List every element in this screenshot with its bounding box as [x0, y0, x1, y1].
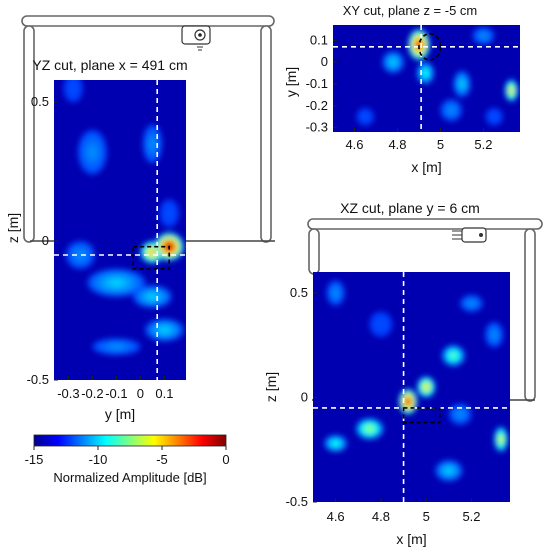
heatmap-blob: [492, 114, 497, 119]
y-axis-label: y [m]: [283, 67, 299, 97]
room-frame-left: [21, 15, 275, 243]
x-tick-label: 4.6: [345, 137, 363, 152]
x-axis-label: y [m]: [105, 406, 135, 422]
heatmap-blob: [469, 301, 474, 306]
y-tick-label: 0.5: [31, 94, 49, 109]
target-box: [402, 407, 441, 424]
heatmap-blob: [406, 399, 411, 405]
x-tick-label: -0.1: [105, 386, 127, 401]
heatmap-blob: [451, 353, 456, 358]
colorbar-gradient: [33, 434, 227, 447]
heatmap-blob: [481, 33, 486, 38]
heatmap-blob: [391, 59, 396, 65]
x-tick-label: 5.2: [462, 509, 480, 524]
target-circle: [418, 32, 442, 61]
y-tick-label: -0.1: [306, 76, 328, 91]
x-tick-label: 4.8: [372, 509, 390, 524]
x-tick-label: 5.2: [474, 137, 492, 152]
heatmap-blob: [446, 468, 452, 473]
heatmap-blob: [378, 321, 384, 327]
x-tick-label: 0.1: [155, 386, 173, 401]
x-axis-label: x [m]: [411, 159, 441, 175]
y-tick-label: -0.5: [27, 372, 49, 387]
heatmap-blob: [459, 81, 464, 87]
y-tick-label: 0: [301, 389, 308, 404]
colorbar-tick-label: -10: [89, 452, 108, 467]
x-tick-label: 5: [423, 509, 430, 524]
heatmap-blob: [498, 436, 503, 442]
camera-icon: [452, 227, 487, 243]
heatmap-blob: [366, 426, 373, 431]
heatmap-blob: [77, 252, 84, 258]
colorbar-tick-label: -5: [156, 452, 168, 467]
y-tick-label: -0.2: [306, 98, 328, 113]
heatmap-blob: [492, 332, 497, 338]
heatmap-blob: [89, 147, 96, 157]
x-tick-label: 0: [137, 386, 144, 401]
heatmap-field: [356, 27, 518, 126]
heatmap-blob: [150, 140, 155, 148]
y-axis-label: z [m]: [263, 372, 279, 402]
heatmap-blob: [71, 85, 76, 92]
heatmap-blob: [333, 441, 338, 446]
heatmap-blob: [423, 70, 428, 76]
yz-cut-plot: YZ cut, plane x = 491 cm -0.3 -0.2 -0.1 0 0.1…: [5, 57, 188, 422]
y-tick-label: 0.5: [290, 285, 308, 300]
room-frame-right: [307, 218, 543, 402]
heatmap-blob: [110, 280, 123, 286]
y-tick-label: 0: [321, 54, 328, 69]
y-tick-label: -0.3: [306, 120, 328, 135]
heatmap-blob: [333, 290, 338, 296]
heatmap-blob: [150, 250, 155, 255]
heatmap-blob: [449, 107, 454, 113]
x-tick-label: 4.6: [327, 509, 345, 524]
camera-icon: [181, 25, 211, 51]
plot-title: XZ cut, plane y = 6 cm: [340, 200, 480, 216]
heatmap-blob: [111, 344, 122, 349]
colorbar: -15 -10 -5 0 Normalized Amplitude [dB]: [25, 434, 230, 485]
heatmap-field: [324, 280, 508, 482]
x-tick-label: 4.8: [388, 137, 406, 152]
heatmap-blob: [509, 88, 514, 93]
colorbar-tick-label: 0: [222, 452, 229, 467]
y-tick-label: -0.5: [286, 494, 308, 509]
heatmap-blob: [148, 294, 157, 299]
y-tick-label: 0: [42, 233, 49, 248]
xy-cut-plot: XY cut, plane z = -5 cm 4.6 4.8 5 5.2 0.1 0 -0.…: [283, 3, 520, 175]
x-axis-label: x [m]: [396, 531, 426, 547]
target-box: [132, 245, 170, 270]
x-tick-label: -0.2: [81, 386, 103, 401]
heatmap-blob: [167, 210, 172, 217]
y-axis-label: z [m]: [5, 213, 21, 243]
y-tick-label: 0.1: [310, 32, 328, 47]
colorbar-tick-label: -15: [25, 452, 44, 467]
plot-title: YZ cut, plane x = 491 cm: [32, 57, 187, 73]
xz-cut-plot: XZ cut, plane y = 6 cm 4.6 4.8 5 5.2 0.5 0 -0.5…: [263, 200, 510, 547]
colorbar-label: Normalized Amplitude [dB]: [53, 470, 206, 485]
heatmap-blob: [363, 114, 368, 119]
x-tick-label: -0.3: [57, 386, 79, 401]
heatmap-blob: [160, 327, 169, 333]
heatmap-blob: [457, 412, 463, 417]
heatmap-blob: [424, 384, 429, 390]
x-tick-label: 5: [437, 137, 444, 152]
plot-title: XY cut, plane z = -5 cm: [343, 3, 478, 18]
